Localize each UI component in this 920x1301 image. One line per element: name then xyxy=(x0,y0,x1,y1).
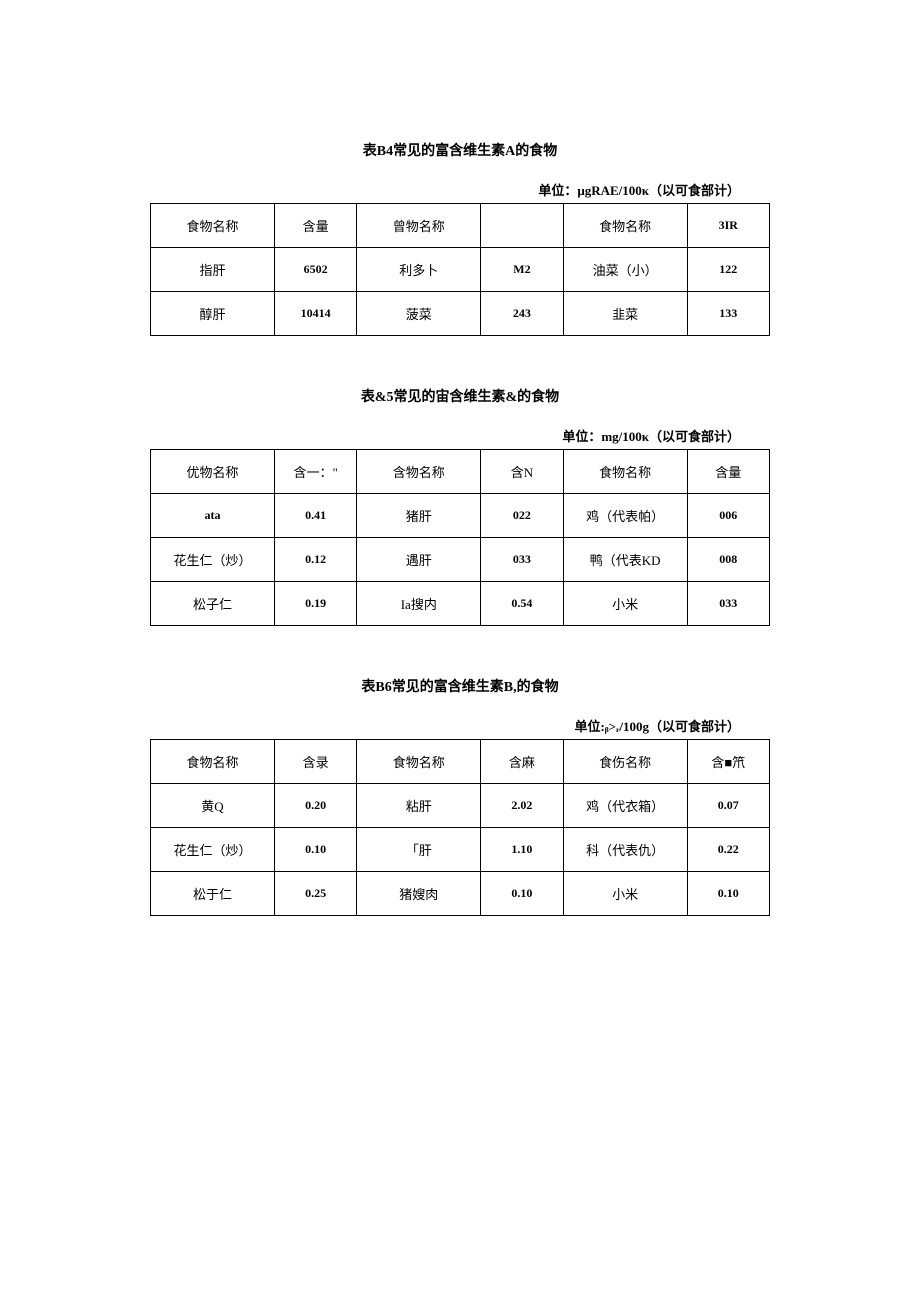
cell-name: 油菜（小） xyxy=(563,248,687,292)
col-header: 含量 xyxy=(687,450,769,494)
col-header: 食物名称 xyxy=(357,740,481,784)
table-b6-unit: 单位:ᵦ>ᵣ/100g（以可食部计） xyxy=(150,716,770,735)
cell-value: 0.10 xyxy=(274,828,356,872)
col-header: 含■笊 xyxy=(687,740,769,784)
col-header: 含物名称 xyxy=(357,450,481,494)
col-header: 食物名称 xyxy=(563,450,687,494)
table-b4-title: 表B4常见的富含维生素A的食物 xyxy=(150,140,770,160)
table-block-b4: 表B4常见的富含维生素A的食物 单位：μgRAE/100κ（以可食部计） 食物名… xyxy=(150,140,770,336)
table-block-b6: 表B6常见的富含维生素B,的食物 单位:ᵦ>ᵣ/100g（以可食部计） 食物名称… xyxy=(150,676,770,916)
cell-value: 033 xyxy=(687,582,769,626)
cell-value: 0.10 xyxy=(481,872,563,916)
col-header: 食伤名称 xyxy=(563,740,687,784)
table-block-b5: 表&5常见的宙含维生素&的食物 单位：mg/100κ（以可食部计） 优物名称 含… xyxy=(150,386,770,626)
cell-value: 0.41 xyxy=(274,494,356,538)
col-header: 曾物名称 xyxy=(357,204,481,248)
table-b5-title: 表&5常见的宙含维生素&的食物 xyxy=(150,386,770,406)
cell-name: 猪肝 xyxy=(357,494,481,538)
table-row: 花生仁（炒） 0.10 「肝 1.10 科（代表仇） 0.22 xyxy=(151,828,770,872)
cell-value: 10414 xyxy=(274,292,356,336)
col-header: 优物名称 xyxy=(151,450,275,494)
cell-value: 0.07 xyxy=(687,784,769,828)
cell-name: 韭菜 xyxy=(563,292,687,336)
cell-value: 0.10 xyxy=(687,872,769,916)
table-row: 醇肝 10414 菠菜 243 韭菜 133 xyxy=(151,292,770,336)
table-row: 优物名称 含一：" 含物名称 含N 食物名称 含量 xyxy=(151,450,770,494)
cell-name: Ia搜内 xyxy=(357,582,481,626)
page-container: 表B4常见的富含维生素A的食物 单位：μgRAE/100κ（以可食部计） 食物名… xyxy=(0,0,920,916)
table-b5: 优物名称 含一：" 含物名称 含N 食物名称 含量 ata 0.41 猪肝 02… xyxy=(150,449,770,626)
cell-name: 鸡（代衣箱） xyxy=(563,784,687,828)
cell-name: 鸭（代表KD xyxy=(563,538,687,582)
col-header xyxy=(481,204,563,248)
cell-name: 「肝 xyxy=(357,828,481,872)
table-row: 松于仁 0.25 猪嫂肉 0.10 小米 0.10 xyxy=(151,872,770,916)
cell-value: 133 xyxy=(687,292,769,336)
cell-value: 006 xyxy=(687,494,769,538)
cell-value: 122 xyxy=(687,248,769,292)
cell-value: 6502 xyxy=(274,248,356,292)
cell-value: 0.12 xyxy=(274,538,356,582)
cell-name: 鸡（代表帕） xyxy=(563,494,687,538)
cell-value: 1.10 xyxy=(481,828,563,872)
cell-name: 松于仁 xyxy=(151,872,275,916)
cell-value: 033 xyxy=(481,538,563,582)
cell-name: 花生仁（炒） xyxy=(151,538,275,582)
cell-name: 小米 xyxy=(563,582,687,626)
cell-name: 菠菜 xyxy=(357,292,481,336)
col-header: 食物名称 xyxy=(151,740,275,784)
cell-name: 科（代表仇） xyxy=(563,828,687,872)
cell-value: 0.20 xyxy=(274,784,356,828)
cell-name: 指肝 xyxy=(151,248,275,292)
cell-value: 0.54 xyxy=(481,582,563,626)
table-b4-unit: 单位：μgRAE/100κ（以可食部计） xyxy=(150,180,770,199)
table-row: 松子仁 0.19 Ia搜内 0.54 小米 033 xyxy=(151,582,770,626)
col-header: 含麻 xyxy=(481,740,563,784)
col-header: 3IR xyxy=(687,204,769,248)
table-row: 花生仁（炒） 0.12 遇肝 033 鸭（代表KD 008 xyxy=(151,538,770,582)
cell-value: 0.22 xyxy=(687,828,769,872)
table-row: 食物名称 含录 食物名称 含麻 食伤名称 含■笊 xyxy=(151,740,770,784)
cell-name: 利多卜 xyxy=(357,248,481,292)
cell-name: 猪嫂肉 xyxy=(357,872,481,916)
cell-name: 醇肝 xyxy=(151,292,275,336)
cell-value: 008 xyxy=(687,538,769,582)
table-row: ata 0.41 猪肝 022 鸡（代表帕） 006 xyxy=(151,494,770,538)
col-header: 食物名称 xyxy=(151,204,275,248)
cell-value: 0.19 xyxy=(274,582,356,626)
cell-name: 小米 xyxy=(563,872,687,916)
cell-value: 2.02 xyxy=(481,784,563,828)
cell-name: 遇肝 xyxy=(357,538,481,582)
table-b4: 食物名称 含量 曾物名称 食物名称 3IR 指肝 6502 利多卜 M2 油菜（… xyxy=(150,203,770,336)
cell-value: 243 xyxy=(481,292,563,336)
col-header: 含N xyxy=(481,450,563,494)
table-row: 食物名称 含量 曾物名称 食物名称 3IR xyxy=(151,204,770,248)
cell-name: 粘肝 xyxy=(357,784,481,828)
cell-value: 0.25 xyxy=(274,872,356,916)
cell-name: 松子仁 xyxy=(151,582,275,626)
cell-name: 花生仁（炒） xyxy=(151,828,275,872)
col-header: 含录 xyxy=(274,740,356,784)
col-header: 食物名称 xyxy=(563,204,687,248)
cell-value: 022 xyxy=(481,494,563,538)
table-b5-unit: 单位：mg/100κ（以可食部计） xyxy=(150,426,770,445)
cell-name: 黄Q xyxy=(151,784,275,828)
table-b6: 食物名称 含录 食物名称 含麻 食伤名称 含■笊 黄Q 0.20 粘肝 2.02… xyxy=(150,739,770,916)
table-row: 指肝 6502 利多卜 M2 油菜（小） 122 xyxy=(151,248,770,292)
cell-name: ata xyxy=(151,494,275,538)
table-b6-title: 表B6常见的富含维生素B,的食物 xyxy=(150,676,770,696)
col-header: 含一：" xyxy=(274,450,356,494)
col-header: 含量 xyxy=(274,204,356,248)
cell-value: M2 xyxy=(481,248,563,292)
table-row: 黄Q 0.20 粘肝 2.02 鸡（代衣箱） 0.07 xyxy=(151,784,770,828)
